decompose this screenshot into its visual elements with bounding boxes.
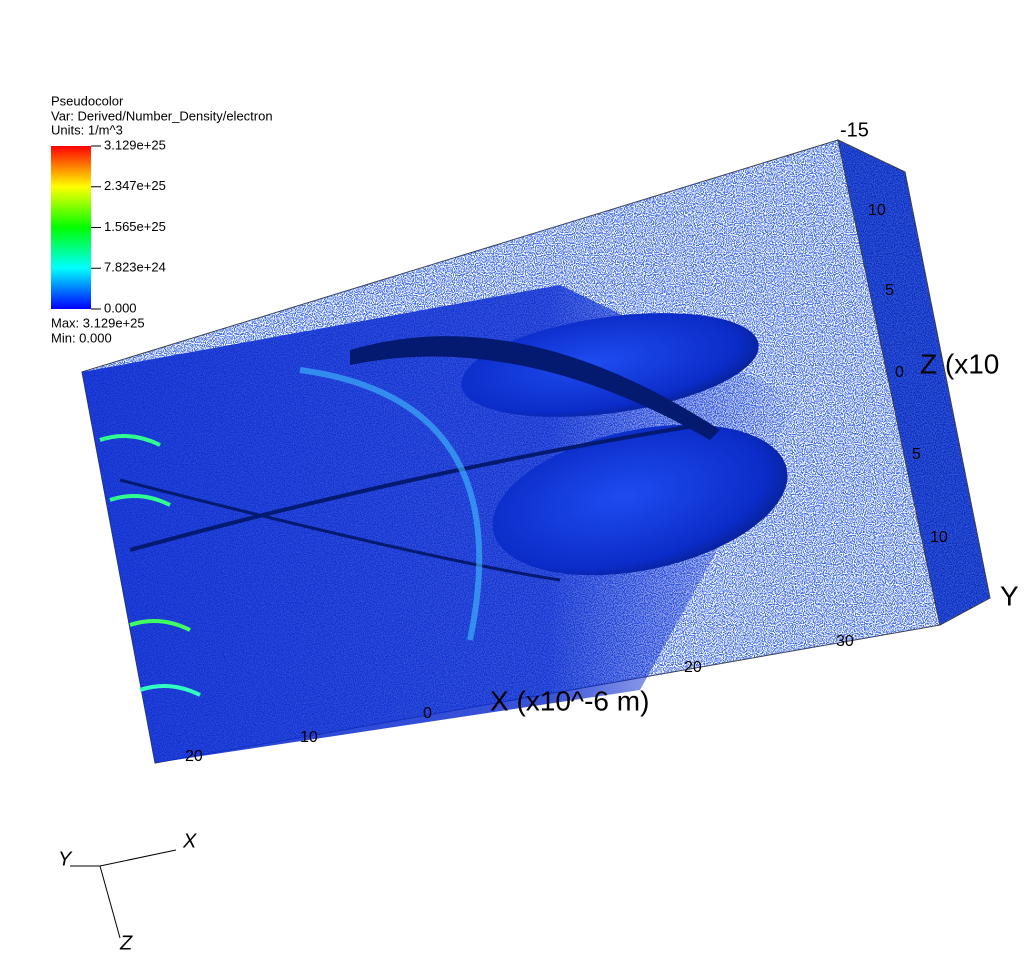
x-tick-label: 30 — [836, 633, 854, 650]
z-tick-label: 0 — [895, 364, 904, 381]
triad-y: Y — [58, 848, 73, 870]
color-bar-label: 1.565e+25 — [104, 219, 166, 234]
legend-variable: Var: Derived/Number_Density/electron — [51, 108, 273, 123]
z-tick-label: 5 — [912, 446, 921, 463]
x-tick-label: 10 — [300, 729, 318, 746]
z-axis-title: Z (x10 — [920, 348, 999, 379]
x-axis-title: X (x10^-6 m) — [490, 685, 649, 716]
y-axis-title: Y — [1000, 580, 1019, 611]
z-tick-label: -15 — [840, 119, 869, 141]
color-bar-label: 3.129e+25 — [104, 137, 166, 152]
legend-title: Pseudocolor — [51, 93, 124, 108]
x-tick-label: 0 — [423, 705, 432, 722]
color-bar-ticks: 3.129e+25 2.347e+25 1.565e+25 7.823e+24 0.00… — [91, 137, 166, 315]
triad-z: Z — [119, 932, 133, 954]
domain-box — [81, 139, 991, 764]
legend-min: Min: 0.000 — [51, 330, 112, 345]
z-tick-label: 10 — [930, 529, 948, 546]
legend-units: Units: 1/m^3 — [51, 122, 123, 137]
color-bar-label: 7.823e+24 — [104, 260, 166, 275]
triad-x: X — [182, 830, 197, 852]
axis-triad — [70, 849, 177, 939]
x-tick-label: 20 — [185, 748, 203, 765]
color-bar-label: 2.347e+25 — [104, 178, 166, 193]
z-tick-label: 10 — [868, 202, 886, 219]
z-tick-label: 5 — [885, 282, 894, 299]
color-bar-label: 0.000 — [104, 300, 137, 315]
legend-max: Max: 3.129e+25 — [51, 315, 145, 330]
color-bar — [51, 146, 91, 309]
x-tick-label: 20 — [684, 659, 702, 676]
